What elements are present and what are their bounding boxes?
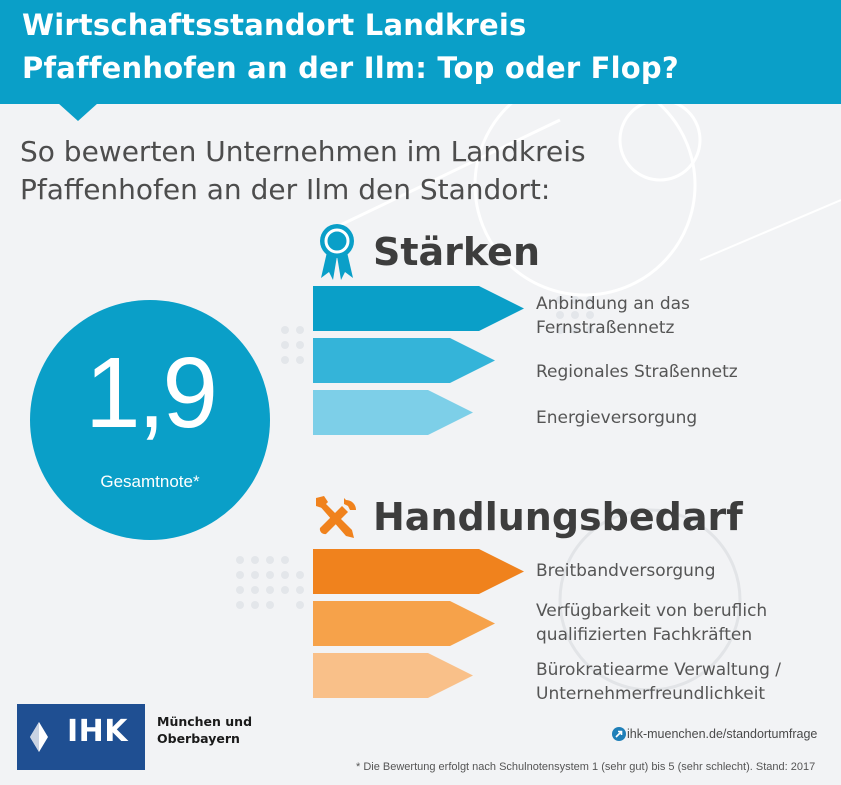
tools-icon — [316, 496, 356, 538]
overall-grade: 1,9 — [84, 337, 218, 449]
need-item-2-line2: qualifizierten Fachkräften — [536, 625, 753, 645]
ihk-region-line1: München und — [157, 714, 253, 729]
ihk-logo-emblem — [17, 704, 61, 770]
footnote: * Die Bewertung erfolgt nach Schulnotens… — [356, 761, 816, 773]
strength-item-1: Anbindung an das Fernstraßennetz — [536, 292, 690, 340]
page-title-line1: Wirtschaftsstandort Landkreis — [22, 8, 527, 42]
diamond-icon — [30, 722, 48, 752]
ihk-logo: IHK — [17, 704, 145, 770]
need-item-3-line2: Unternehmerfreundlichkeit — [536, 684, 766, 704]
ihk-region: München und Oberbayern — [157, 713, 252, 747]
subtitle: So bewerten Unternehmen im Landkreis Pfa… — [20, 133, 586, 209]
need-item-2: Verfügbarkeit von beruflich qualifiziert… — [536, 599, 767, 647]
need-arrow-2 — [313, 601, 495, 646]
strength-item-1-line1: Anbindung an das — [536, 294, 690, 314]
overall-grade-label: Gesamtnote* — [100, 472, 200, 491]
strength-item-3: Energieversorgung — [536, 408, 698, 428]
header-notch — [58, 103, 98, 121]
survey-link[interactable]: ihk-muenchen.de/standortumfrage — [627, 727, 818, 741]
strengths-heading: Stärken — [373, 230, 540, 274]
header-banner: Wirtschaftsstandort Landkreis Pfaffenhof… — [0, 0, 841, 104]
strength-arrow-1 — [313, 286, 524, 331]
ihk-region-line2: Oberbayern — [157, 731, 240, 746]
award-ribbon-icon — [320, 224, 354, 280]
strength-item-2: Regionales Straßennetz — [536, 362, 738, 382]
page-title-line2: Pfaffenhofen an der Ilm: Top oder Flop? — [22, 51, 679, 85]
strength-arrow-2 — [313, 338, 495, 383]
need-item-3-line1: Bürokratiearme Verwaltung / — [536, 660, 782, 680]
need-arrow-1 — [313, 549, 524, 594]
page-title: Wirtschaftsstandort Landkreis Pfaffenhof… — [22, 4, 679, 90]
subtitle-line2: Pfaffenhofen an der Ilm den Standort: — [20, 173, 551, 206]
need-item-1: Breitbandversorgung — [536, 561, 716, 581]
strength-item-1-line2: Fernstraßennetz — [536, 318, 675, 338]
need-item-2-line1: Verfügbarkeit von beruflich — [536, 601, 768, 621]
needs-heading: Handlungsbedarf — [373, 495, 743, 539]
ihk-logo-text: IHK — [67, 714, 129, 749]
score-circle: 1,9 Gesamtnote* — [30, 300, 270, 540]
need-item-3: Bürokratiearme Verwaltung / Unternehmerf… — [536, 658, 781, 706]
subtitle-line1: So bewerten Unternehmen im Landkreis — [20, 135, 586, 168]
link-arrow-icon — [612, 727, 626, 741]
